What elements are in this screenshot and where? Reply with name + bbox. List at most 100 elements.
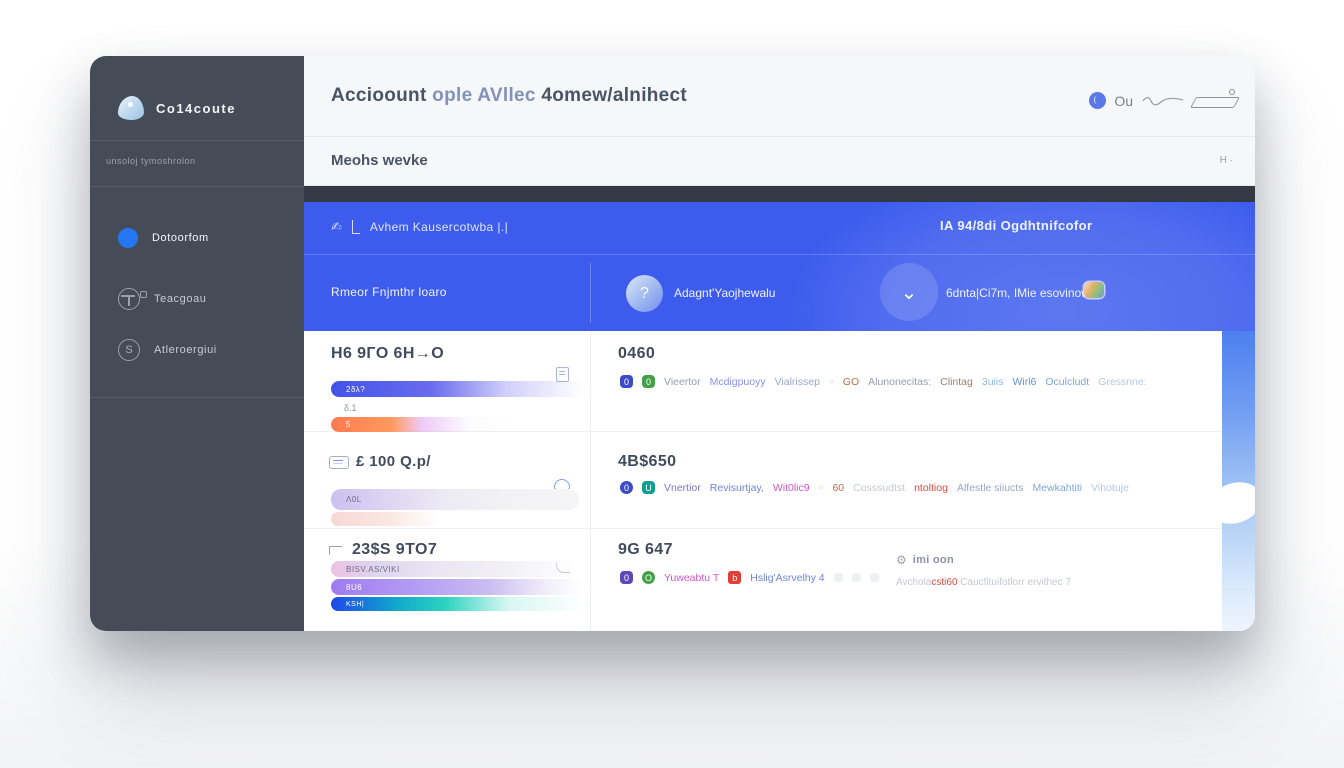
- bar-label: 2δλ?: [346, 384, 366, 394]
- progress-bar: 2δλ?: [331, 381, 583, 397]
- sidebar-item-teacgoau[interactable]: Teacgoau: [118, 288, 207, 310]
- faded-dot: [869, 573, 879, 582]
- status-badge: 0: [620, 481, 633, 494]
- background-art: [1222, 331, 1255, 631]
- status-badge: 0: [642, 375, 655, 388]
- progress-bar: 8U6: [331, 579, 583, 595]
- link[interactable]: Vihotuje: [1091, 481, 1129, 494]
- swoosh-shape: [1222, 475, 1255, 531]
- progress-bar: Λ0L: [331, 489, 579, 510]
- sidebar-item-atleroergiui[interactable]: S Atleroergiui: [118, 339, 217, 361]
- row-meta: 0 0 Vieertor Mcdigpuoyy Vialrissep ○ GO …: [620, 375, 1147, 388]
- sidebar-item-dotoorfom[interactable]: Dotoorfom: [118, 228, 209, 248]
- cardline-icon: [329, 456, 349, 469]
- sub-header: Meohs wevke H ·: [304, 137, 1255, 186]
- progress-bar: KSH|: [331, 597, 583, 611]
- banner-stat-left: Rmeor Fnjmthr loaro: [331, 285, 447, 299]
- link[interactable]: 3uiis: [981, 375, 1004, 388]
- logo-droplet-icon: [118, 96, 144, 120]
- link[interactable]: Gressnne:: [1098, 375, 1147, 388]
- link[interactable]: Alfestle siiucts: [956, 481, 1024, 494]
- row-title: H6 9ГO 6H→O: [331, 345, 445, 362]
- row-meta: 0 O Yuweabtu T b Hslig'Asrvelhy 4: [620, 571, 879, 584]
- link[interactable]: GO: [842, 375, 860, 388]
- row-divider: [304, 431, 1222, 432]
- row-meta: 0 U Vnertior Revisurtjay, Wit0lic9 ○ 60 …: [620, 481, 1129, 494]
- page-header: Accioount ople AVllec 4omew/alnihect Ou: [304, 56, 1255, 137]
- bar-label: BISV.AS/VIKI: [346, 564, 400, 574]
- s-circle-icon: S: [118, 339, 140, 361]
- meta-line: Avcholacsti60 Caucfituifotlorr ervithec …: [896, 577, 1071, 588]
- wheel-icon: [118, 288, 147, 310]
- agent-avatar-icon[interactable]: ?: [626, 275, 663, 312]
- link-row: Vieertor Mcdigpuoyy Vialrissep ○ GO Alun…: [664, 376, 1147, 388]
- window-icon: [329, 546, 342, 555]
- dot-icon: ○: [828, 377, 834, 386]
- sidebar-item-label: Atleroergiui: [154, 344, 217, 356]
- collapse-icon[interactable]: H ·: [1219, 155, 1233, 166]
- status-badge: b: [728, 571, 742, 584]
- link[interactable]: Mewkahtiti: [1032, 481, 1083, 494]
- card-button[interactable]: [1190, 88, 1240, 108]
- row-divider: [304, 528, 1222, 529]
- link[interactable]: 60: [832, 481, 845, 494]
- link[interactable]: Cosssudtst: [853, 481, 906, 494]
- banner-headline: IA 94/8di Ogdhtnifcofor: [940, 218, 1093, 233]
- bar-label: 5: [346, 420, 351, 429]
- dark-strip: [304, 186, 1255, 202]
- app-window: Co14coute unsoloj tymoshrolon Dotoorfom …: [90, 56, 1255, 631]
- link[interactable]: Clintag: [940, 375, 973, 388]
- faded-dot: [851, 573, 861, 582]
- banner-stats: Rmeor Fnjmthr loaro ? Adagnt'Yaojhewalu …: [304, 255, 1255, 331]
- agent-glyph: ?: [640, 284, 649, 302]
- summary-banner: ✍ Avhem Kausercotwba |.| IA 94/8di Ogdht…: [304, 202, 1255, 331]
- link[interactable]: Wirl6: [1012, 375, 1037, 388]
- link[interactable]: Vnertior: [664, 481, 701, 494]
- mini-square-icon: [140, 291, 147, 298]
- link[interactable]: Hslig'Asrvelhy 4: [750, 571, 825, 584]
- check-circle-icon[interactable]: ⌄: [880, 263, 938, 321]
- status-badge: U: [642, 481, 655, 494]
- bracket-icon: [351, 220, 360, 234]
- banner-tool[interactable]: ✍ Avhem Kausercotwba |.|: [331, 219, 508, 235]
- page-title-part: ople AVllec: [432, 85, 542, 106]
- link[interactable]: Mcdigpuoyy: [709, 375, 766, 388]
- link[interactable]: ntoltiog: [914, 481, 948, 494]
- dot-icon: ○: [818, 483, 824, 492]
- column-divider: [590, 331, 591, 631]
- sidebar-divider: [90, 397, 304, 398]
- avatar[interactable]: [1089, 92, 1107, 109]
- header-actions: Ou: [1089, 88, 1240, 109]
- user-label: Ou: [1114, 92, 1133, 109]
- sidebar-section-label: unsoloj tymoshrolon: [106, 156, 196, 166]
- bar-label: 8U6: [346, 582, 363, 592]
- banner-tool-label: Avhem Kausercotwba |.|: [369, 220, 509, 234]
- link[interactable]: Vieertor: [664, 375, 701, 388]
- row-title: 0460: [618, 345, 656, 362]
- link[interactable]: Alunonecitas:: [868, 375, 932, 388]
- status-badge: 0: [620, 571, 633, 584]
- gear-icon[interactable]: ⚙: [896, 553, 907, 567]
- content-area: H6 9ГO 6H→O 2δλ? δ.1 5 0460 0 0 Vieertor…: [304, 331, 1255, 631]
- logo-text: Co14coute: [156, 100, 236, 116]
- link[interactable]: Oculcludt: [1045, 375, 1090, 388]
- status-badge: O: [642, 571, 655, 584]
- progress-bar: BISV.AS/VIKI: [331, 561, 579, 577]
- meta-text: Caucfituifotlorr ervithec 7: [957, 577, 1071, 588]
- link[interactable]: Yuweabtu T: [664, 571, 720, 584]
- logo[interactable]: Co14coute: [118, 96, 236, 120]
- banner-decor-circle: [784, 202, 1255, 331]
- note-icon[interactable]: [556, 367, 569, 382]
- section-title: Meohs wevke: [331, 152, 428, 169]
- meta-title: imi oon: [912, 554, 954, 566]
- link[interactable]: Vialrissep: [774, 375, 820, 388]
- progress-bar: [331, 512, 439, 526]
- link[interactable]: Revisurtjay,: [709, 481, 764, 494]
- bar-label: KSH|: [346, 600, 365, 608]
- link[interactable]: Wit0lic9: [772, 481, 810, 494]
- signature-scribble-icon: [1142, 96, 1184, 105]
- sidebar-divider: [90, 140, 304, 141]
- faded-dot: [833, 573, 843, 582]
- page-title: Accioount ople AVllec 4omew/alnihect: [331, 85, 687, 107]
- page-title-part: Accioount: [331, 85, 433, 106]
